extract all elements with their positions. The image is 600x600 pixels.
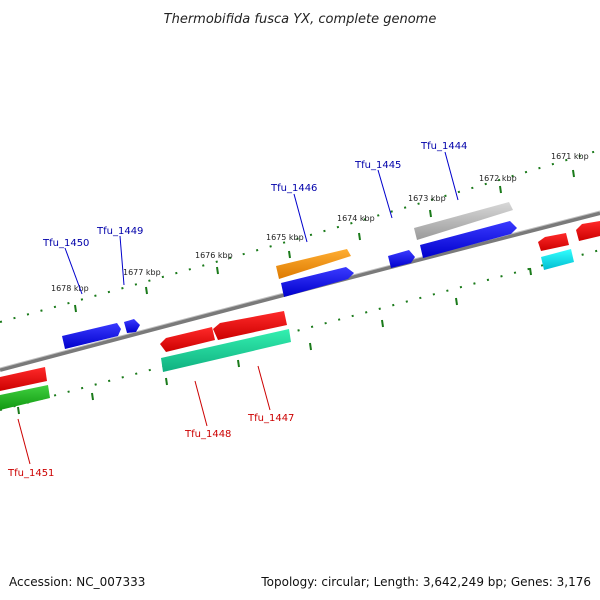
gene-label-bottom[interactable]: Tfu_1451: [7, 468, 54, 479]
gene-label-bottom[interactable]: Tfu_1447: [247, 413, 294, 424]
gene-arrow-tfu1450[interactable]: [62, 323, 121, 349]
gene-arrow-tfu1448[interactable]: [160, 327, 215, 352]
gene-arrow-tfu1445[interactable]: [388, 250, 415, 268]
gene-arrow-edge-red[interactable]: [576, 221, 600, 241]
gene-arrow-tfu1451[interactable]: [0, 385, 50, 410]
gene-label-top[interactable]: Tfu_1449: [96, 226, 143, 237]
bottom-major-ticks: [17, 267, 532, 415]
accession-text: Accession: NC_007333: [9, 575, 145, 589]
gene-arrow-tfu1451-red[interactable]: [0, 367, 47, 391]
gene-arrow-teal[interactable]: [161, 329, 291, 372]
gene-arrow-tfu1447[interactable]: [213, 311, 287, 340]
gene-arrow-tfu1446-orange[interactable]: [276, 249, 351, 279]
kbp-label: 1677 kbp: [123, 268, 161, 277]
gene-label-top[interactable]: Tfu_1450: [42, 238, 89, 249]
gene-label-top[interactable]: Tfu_1444: [420, 141, 467, 152]
kbp-label: 1674 kbp: [337, 214, 375, 223]
gene-arrow-tfu1446[interactable]: [281, 267, 354, 297]
kbp-label: 1673 kbp: [408, 194, 446, 203]
kbp-label: 1678 kbp: [51, 284, 89, 293]
gene-label-top[interactable]: Tfu_1445: [354, 160, 401, 171]
kbp-label: 1672 kbp: [479, 174, 517, 183]
gene-arrow-tfu1449[interactable]: [124, 319, 140, 333]
gene-arrow-right-red[interactable]: [538, 233, 569, 251]
gene-arrow-cyan[interactable]: [541, 249, 574, 270]
gene-label-top[interactable]: Tfu_1446: [270, 183, 317, 194]
topology-text: Topology: circular; Length: 3,642,249 bp…: [260, 575, 591, 589]
kbp-label: 1676 kbp: [195, 251, 233, 260]
map-title: Thermobifida fusca YX, complete genome: [164, 12, 437, 27]
top-major-ticks: [74, 169, 575, 313]
gene-arrow-tfu1444[interactable]: [420, 221, 517, 258]
gene-arrow-tfu1444-gray[interactable]: [414, 202, 513, 240]
kbp-label: 1675 kbp: [266, 233, 304, 242]
gene-label-bottom[interactable]: Tfu_1448: [184, 429, 231, 440]
kbp-label: 1671 kbp: [551, 152, 589, 161]
